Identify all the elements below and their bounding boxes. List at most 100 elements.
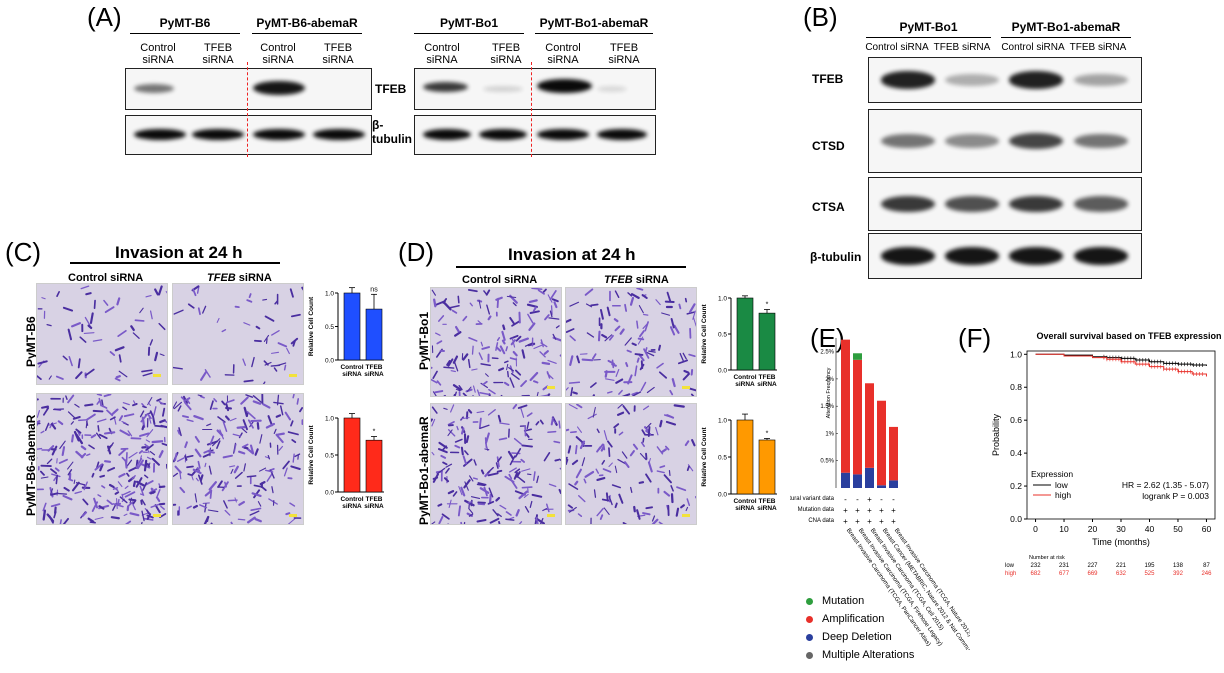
c-title: Invasion at 24 h (115, 243, 243, 262)
invading-cell (686, 465, 690, 472)
invading-cell (144, 480, 154, 486)
invading-cell (632, 443, 639, 450)
a-blot-tfeb-left (125, 68, 372, 110)
invading-cell (553, 301, 558, 309)
invading-cell (543, 452, 551, 462)
invading-cell (144, 474, 149, 479)
invading-cell (152, 416, 156, 425)
invading-cell (684, 297, 688, 303)
invading-cell (221, 329, 227, 333)
invading-cell (156, 489, 161, 497)
invading-cell (53, 476, 58, 482)
invading-cell (123, 513, 128, 517)
invading-cell (204, 490, 212, 497)
data-availability-mark: - (892, 495, 895, 504)
invading-cell (527, 313, 534, 324)
invading-cell (245, 394, 254, 398)
invading-cell (118, 370, 128, 378)
invading-cell (92, 339, 103, 342)
invading-cell (271, 351, 280, 354)
invading-cell (454, 438, 463, 443)
invading-cell (118, 415, 124, 422)
y-tick-label: 1% (825, 431, 834, 437)
invading-cell (509, 334, 519, 340)
invading-cell (505, 346, 508, 352)
stacked-bar-segment (853, 359, 862, 475)
invading-cell (252, 400, 262, 405)
invading-cell (541, 361, 551, 366)
invading-cell (551, 298, 559, 303)
invading-cell (613, 318, 619, 323)
invading-cell (643, 348, 650, 359)
invading-cell (265, 469, 274, 473)
invading-cell (488, 393, 491, 396)
invading-cell (469, 475, 474, 482)
invading-cell (243, 446, 249, 450)
invading-cell (569, 335, 576, 342)
invading-cell (454, 444, 461, 449)
x-tick-label: 10 (1059, 524, 1069, 534)
invading-cell (277, 342, 288, 348)
invading-cell (661, 312, 671, 316)
invading-cell (283, 364, 287, 371)
invading-cell (117, 498, 120, 506)
invading-cell (521, 468, 531, 472)
invading-cell (514, 369, 522, 376)
invading-cell (241, 443, 249, 448)
c-bar-chart-bottom: 0.0 0.5 1.0 Relative Cell Count ControlsiRNA… (308, 413, 384, 510)
invading-cell (133, 400, 136, 405)
invading-cell (677, 359, 689, 365)
invading-cell (431, 521, 436, 524)
invading-cell (87, 324, 93, 330)
invading-cell (139, 455, 143, 460)
invading-cell (495, 496, 501, 502)
y-tick-label: 0.8 (1010, 382, 1022, 392)
invading-cell (487, 466, 494, 474)
a-group-4: PyMT-Bo1-abemaR (539, 16, 649, 30)
data-row-label: CNA data (808, 518, 834, 524)
invading-cell (596, 428, 600, 434)
invading-cell (262, 298, 268, 301)
invading-cell (431, 378, 438, 384)
x-tick-label: 40 (1145, 524, 1155, 534)
invading-cell (187, 303, 195, 309)
invading-cell (498, 520, 501, 524)
data-availability-mark: + (867, 506, 872, 515)
invading-cell (682, 372, 690, 381)
invading-cell (433, 298, 437, 308)
invading-cell (216, 317, 220, 323)
stacked-bar-segment (877, 485, 886, 488)
legend-swatch (806, 615, 813, 623)
invading-cell (656, 362, 664, 369)
invading-cell (83, 332, 95, 335)
invading-cell (460, 427, 465, 435)
invading-cell (614, 290, 620, 299)
invading-cell (99, 474, 106, 478)
invading-cell (57, 420, 64, 426)
invading-cell (192, 288, 197, 297)
invading-cell (478, 352, 483, 360)
invading-cell (584, 288, 594, 296)
invading-cell (127, 501, 134, 507)
invading-cell (637, 336, 644, 345)
invading-cell (42, 502, 47, 512)
invading-cell (498, 437, 508, 441)
a-lane-5: Control siRNA (424, 42, 460, 66)
invading-cell (546, 503, 550, 513)
invading-cell (274, 300, 279, 305)
invading-cell (658, 521, 664, 524)
e-legend: Mutation Amplification Deep Deletion Multip… (806, 595, 914, 667)
invading-cell (243, 463, 246, 472)
invading-cell (197, 394, 203, 397)
invading-cell (85, 292, 92, 296)
invading-cell (129, 512, 140, 517)
invading-cell (259, 434, 263, 444)
invading-cell (453, 393, 456, 396)
invading-cell (487, 408, 496, 416)
invading-cell (524, 505, 530, 513)
invading-cell (630, 486, 633, 493)
invading-cell (236, 426, 246, 429)
invading-cell (568, 381, 581, 384)
b-band (881, 71, 935, 89)
invading-cell (275, 414, 282, 418)
